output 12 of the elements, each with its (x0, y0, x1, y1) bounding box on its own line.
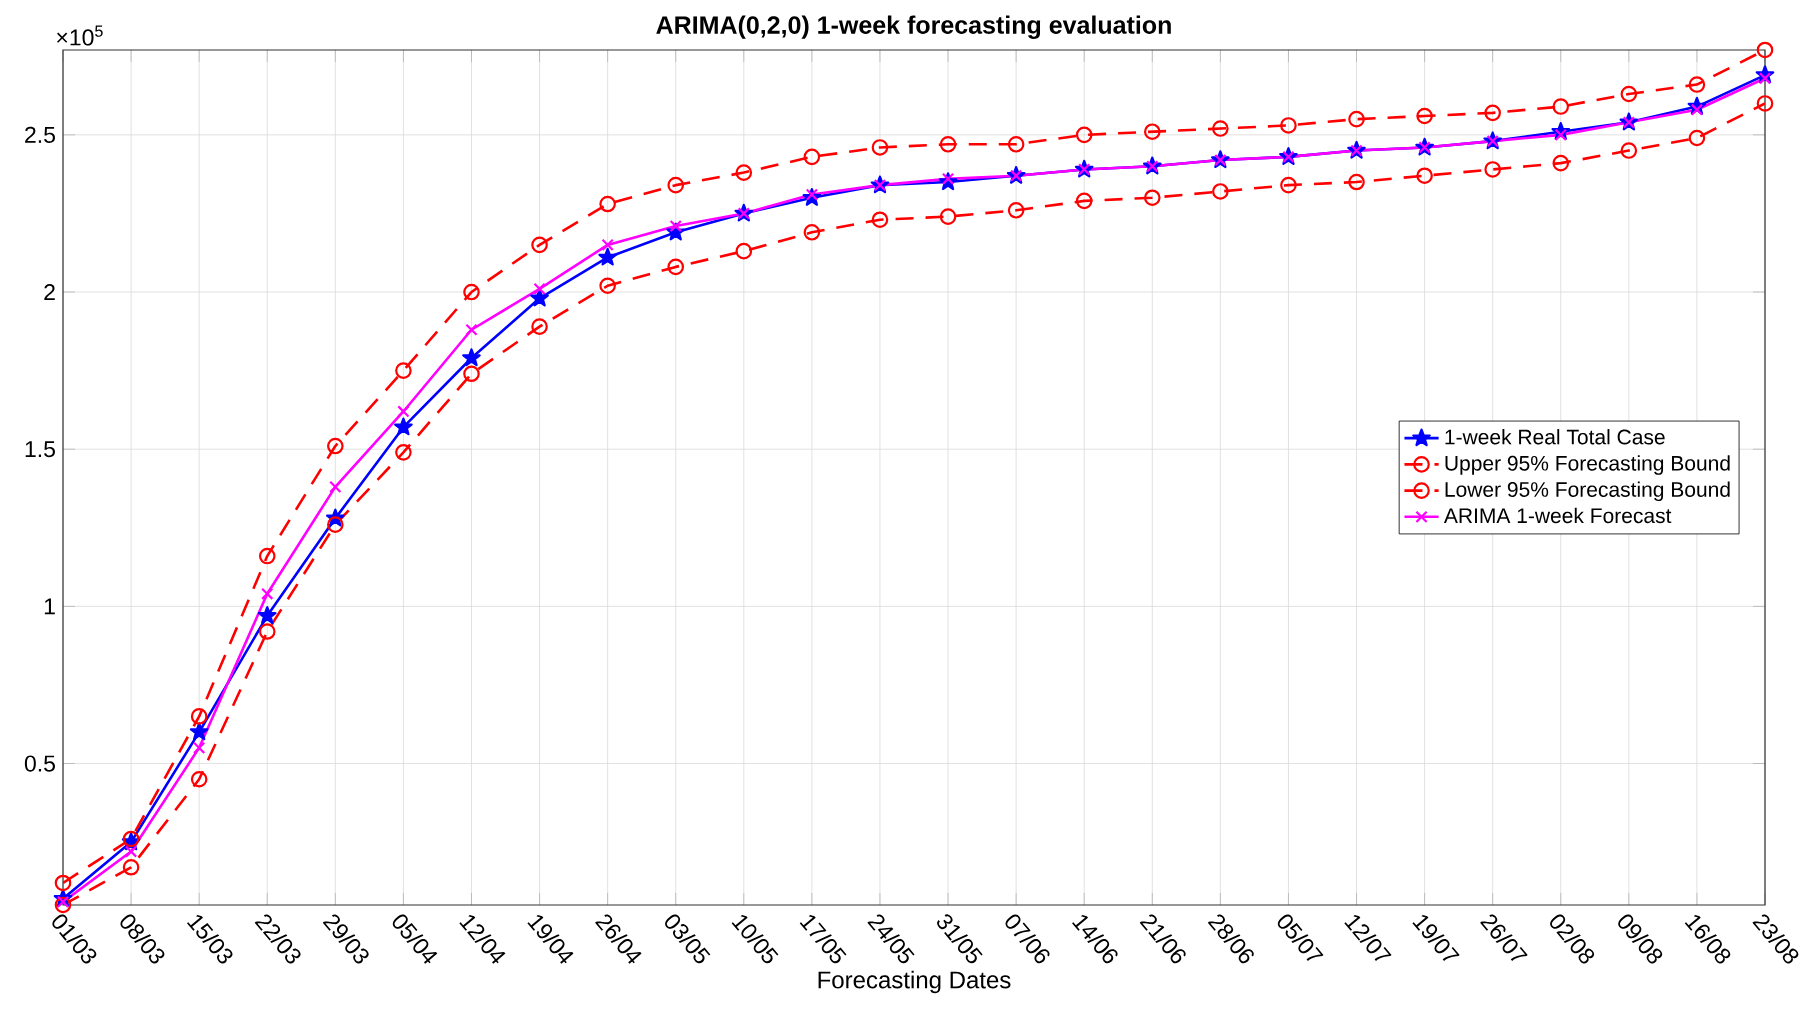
y-tick-label: 2 (44, 284, 55, 301)
text: ×10$^{5}$ (57, 25, 103, 46)
chart-title: ARIMA(0,2,0) 1-week forecasting evaluation (656, 15, 1171, 39)
y-tick-label: 2.5 (25, 126, 55, 143)
y-tick-label: 1.5 (25, 441, 55, 458)
legend-label: 1-week Real Total Case (1445, 429, 1665, 445)
legend-label: Lower 95% Forecasting Bound (1445, 481, 1730, 502)
y-tick-label: 0.5 (24, 755, 55, 772)
legend-label: Upper 95% Forecasting Bound (1445, 455, 1730, 475)
x-axis-title: Forecasting Dates (818, 970, 1011, 994)
y-tick-label: 1 (44, 598, 55, 615)
legend-label: ARIMA 1-week Forecast (1443, 507, 1672, 524)
